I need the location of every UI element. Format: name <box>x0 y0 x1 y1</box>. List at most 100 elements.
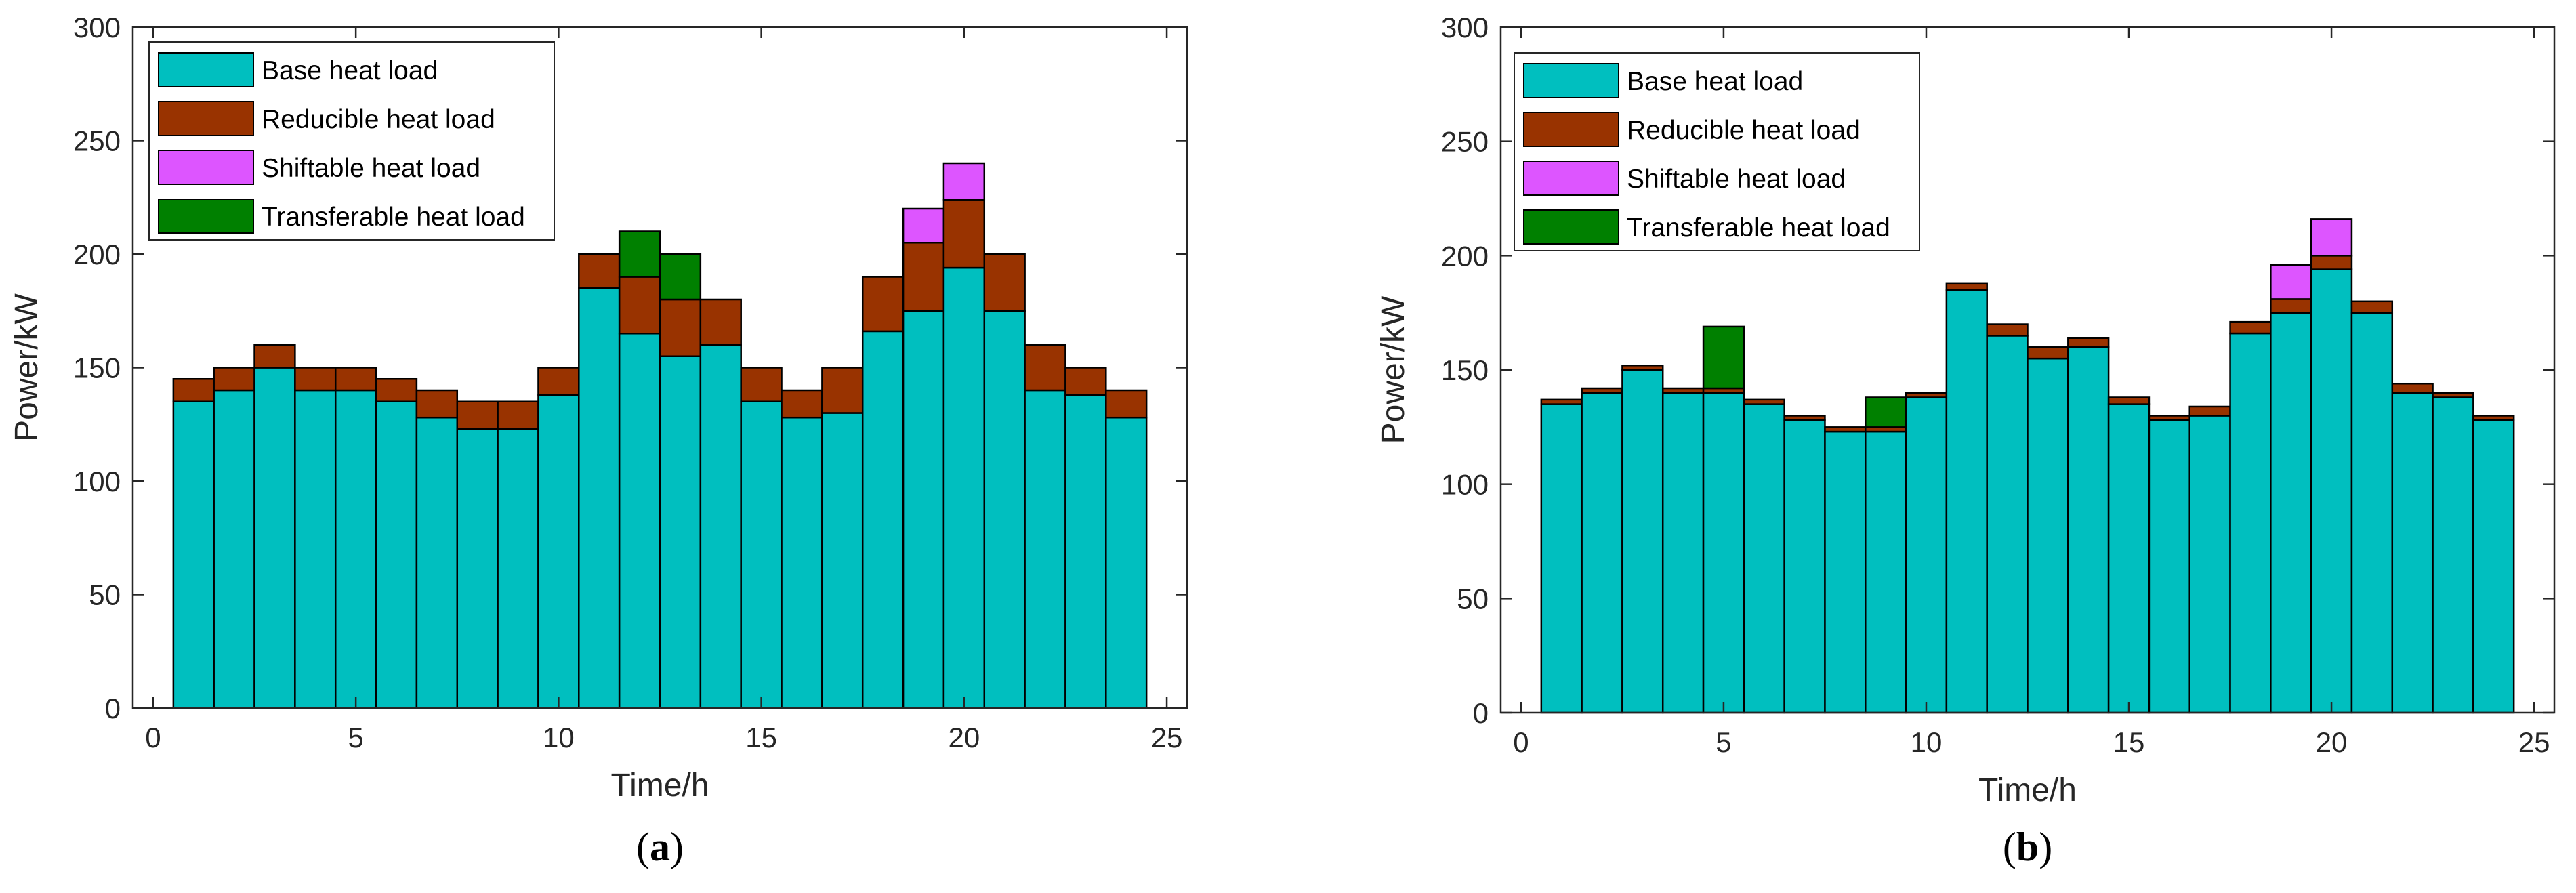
panel-a-bar-base-5 <box>334 389 377 709</box>
panel-a-legend-label-reducible: Reducible heat load <box>262 105 495 134</box>
panel-a-bar-base-10 <box>537 394 580 709</box>
panel-a-bar-shiftable-19 <box>902 207 945 244</box>
panel-b-bar-reducible-15 <box>2107 396 2151 405</box>
panel-b-bar-base-24 <box>2472 419 2515 714</box>
panel-b-bar-transferable-9 <box>1865 396 1907 428</box>
panel-b-xtick-label-15: 15 <box>2113 726 2145 758</box>
panel-a-bar-base-7 <box>415 416 459 709</box>
panel-a-bar-base-12 <box>618 333 661 709</box>
panel-a-bar-base-14 <box>699 344 742 709</box>
panel-b-bar-reducible-3 <box>1621 365 1664 371</box>
panel-a-bar-reducible-9 <box>497 400 539 430</box>
panel-a-bar-reducible-7 <box>415 389 459 419</box>
panel-b-legend-swatch-transferable <box>1523 209 1619 245</box>
panel-a-caption: (a) <box>636 825 684 869</box>
panel-a-xtick-label-5: 5 <box>348 722 363 753</box>
panel-a-bar-reducible-23 <box>1064 367 1107 396</box>
panel-a-bar-reducible-20 <box>942 199 986 269</box>
panel-b-bar-reducible-23 <box>2432 392 2474 398</box>
panel-b-bar-reducible-12 <box>1986 323 2029 337</box>
panel-a-ylabel: Power/kW <box>9 293 45 441</box>
panel-a-bar-base-3 <box>253 367 296 709</box>
panel-b-bar-base-10 <box>1905 396 1948 714</box>
panel-a-ytick-label-300: 300 <box>73 12 121 43</box>
panel-b-legend: Base heat load Reducible heat load Shiftab… <box>1514 52 1920 251</box>
panel-a-bar-reducible-12 <box>618 276 661 335</box>
panel-b-bar-reducible-8 <box>1824 426 1867 433</box>
panel-a-bars <box>172 162 1148 709</box>
panel-b-legend-label-reducible: Reducible heat load <box>1627 116 1861 145</box>
panel-b-bar-base-7 <box>1783 419 1826 714</box>
panel-a-bar-reducible-13 <box>659 298 702 357</box>
panel-b-bar-reducible-2 <box>1581 387 1623 394</box>
panel-b-bar-base-17 <box>2188 415 2231 714</box>
panel-a-xtick-label-20: 20 <box>948 722 980 753</box>
panel-b-bar-reducible-10 <box>1905 392 1948 398</box>
panel-a-bar-reducible-11 <box>578 253 621 289</box>
panel-a-bar-transferable-13 <box>659 253 702 301</box>
panel-b-bar-base-13 <box>2027 357 2069 714</box>
panel-b-bar-reducible-20 <box>2310 255 2353 270</box>
panel-b-ytick-label-300: 300 <box>1441 12 1489 43</box>
panel-a-bar-base-6 <box>375 400 418 709</box>
panel-a-bar-base-9 <box>497 428 539 709</box>
panel-a-legend-swatch-transferable <box>158 199 254 234</box>
panel-a-ytick-label-100: 100 <box>73 465 121 497</box>
panel-a-bar-reducible-17 <box>821 367 864 414</box>
panel-a-bar-reducible-24 <box>1105 389 1148 419</box>
panel-b-bar-base-23 <box>2432 396 2474 714</box>
panel-b-xtick-label-20: 20 <box>2316 726 2348 758</box>
panel-b-bar-base-1 <box>1540 403 1583 714</box>
panel-b-legend-swatch-shiftable <box>1523 161 1619 196</box>
panel-b-bar-reducible-1 <box>1540 398 1583 405</box>
panel-a-ytick-label-250: 250 <box>73 125 121 157</box>
panel-b-bar-base-3 <box>1621 369 1664 714</box>
panel-a-ytick-label-50: 50 <box>89 579 121 611</box>
panel-b-bar-base-9 <box>1865 430 1907 714</box>
panel-a-chart: 0 50 100 150 200 250 300 0 5 10 15 20 25 Time/h Power/… <box>9 12 1188 869</box>
panel-b-ytick-label-250: 250 <box>1441 126 1489 158</box>
panel-a-legend-swatch-shiftable <box>158 150 254 185</box>
panel-a-bar-reducible-5 <box>334 367 377 392</box>
panel-a-bar-base-8 <box>456 428 499 709</box>
panel-a-bar-reducible-19 <box>902 242 945 312</box>
panel-b-legend-label-base: Base heat load <box>1627 67 1803 96</box>
panel-a-bar-base-15 <box>740 400 783 709</box>
panel-a-ytick-label-200: 200 <box>73 238 121 270</box>
panel-a-xtick-label-10: 10 <box>543 722 575 753</box>
panel-b-chart: 0 50 100 150 200 250 300 0 5 10 15 20 25 Time/h Power/… <box>1375 12 2556 869</box>
panel-a-bar-base-17 <box>821 412 864 709</box>
panel-b-bar-reducible-7 <box>1783 415 1826 421</box>
panel-a-bar-reducible-1 <box>172 378 215 402</box>
panel-a-legend-swatch-base <box>158 52 254 87</box>
panel-b-bar-reducible-17 <box>2188 405 2231 417</box>
panel-a-bar-base-1 <box>172 400 215 709</box>
panel-b-xtick-label-5: 5 <box>1716 726 1731 758</box>
panel-b-legend-swatch-reducible <box>1523 112 1619 147</box>
panel-b-ytick-label-200: 200 <box>1441 240 1489 272</box>
panel-a-legend: Base heat load Reducible heat load Shiftab… <box>148 41 555 241</box>
panel-a-bar-transferable-12 <box>618 230 661 278</box>
panel-b-bar-base-8 <box>1824 430 1867 714</box>
panel-b-bar-reducible-14 <box>2067 337 2110 348</box>
panel-b-bar-base-15 <box>2107 403 2151 714</box>
panel-b-bar-base-5 <box>1702 392 1745 714</box>
panel-b-bar-base-19 <box>2270 312 2312 714</box>
panel-a-bar-base-11 <box>578 287 621 709</box>
panel-a-bar-reducible-10 <box>537 367 580 396</box>
panel-b-bar-reducible-11 <box>1945 282 1988 291</box>
panel-b-ytick-label-150: 150 <box>1441 354 1489 386</box>
panel-a-bar-base-22 <box>1024 389 1066 709</box>
panel-a-bar-reducible-6 <box>375 378 418 402</box>
panel-a-bar-reducible-18 <box>861 276 905 333</box>
panel-b-bar-base-14 <box>2067 346 2110 714</box>
panel-a-bar-reducible-4 <box>294 367 337 392</box>
panel-a-xtick-label-25: 25 <box>1151 722 1183 753</box>
panel-b-bar-reducible-21 <box>2350 300 2394 314</box>
panel-b-bar-shiftable-20 <box>2310 218 2353 257</box>
panel-a-bar-base-23 <box>1064 394 1107 709</box>
panel-a-bar-reducible-16 <box>781 389 823 419</box>
panel-b-ytick-label-0: 0 <box>1473 697 1489 729</box>
panel-a-bar-reducible-8 <box>456 400 499 430</box>
